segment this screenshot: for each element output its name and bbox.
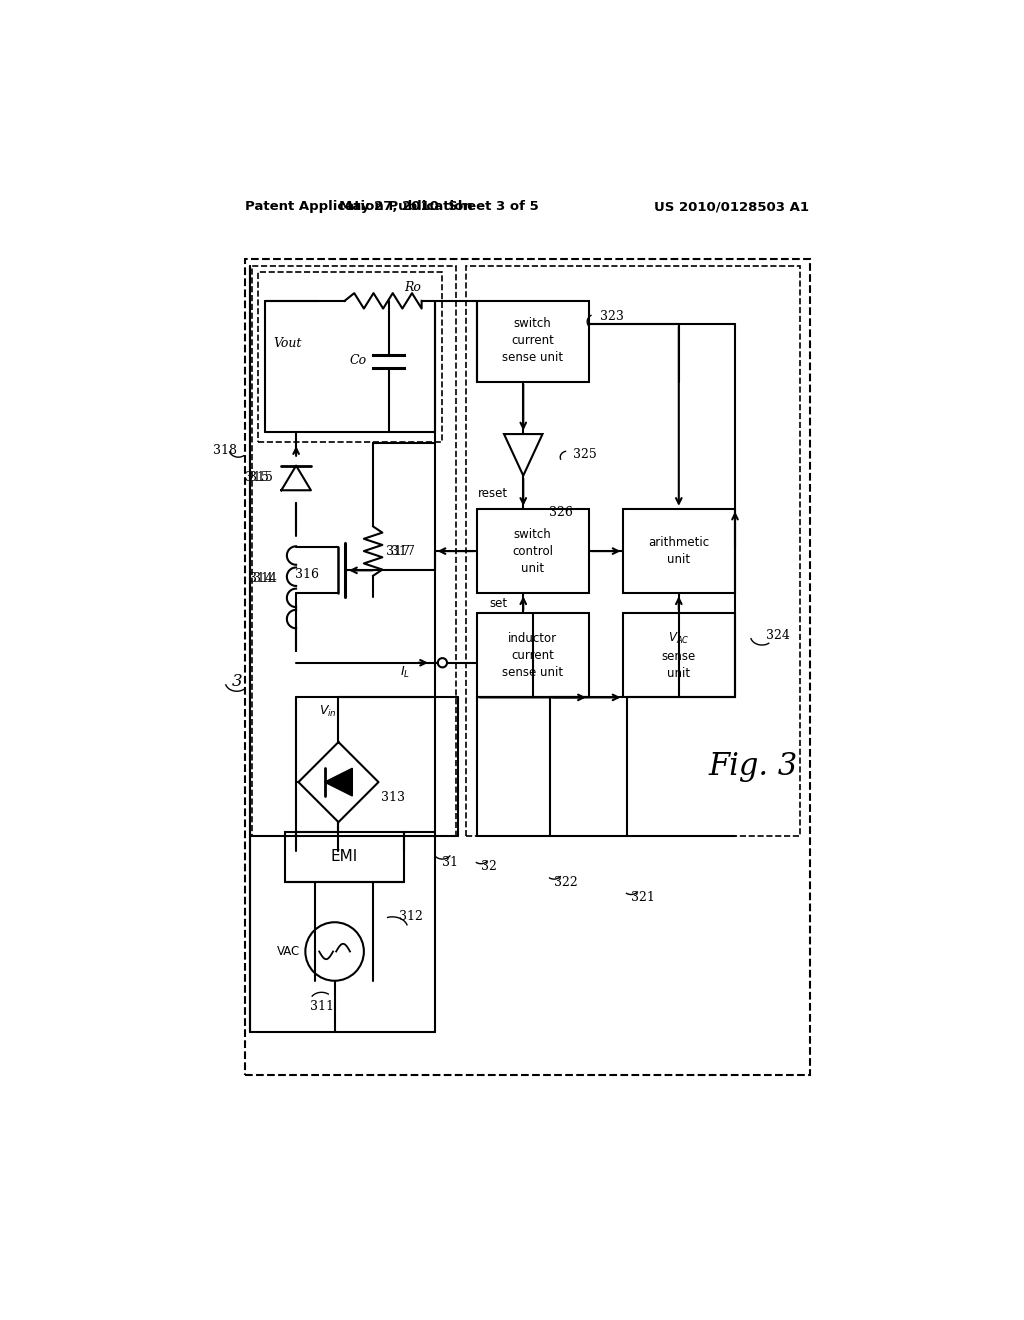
Text: 326: 326: [549, 506, 572, 519]
Bar: [258, 272, 442, 442]
Polygon shape: [325, 768, 352, 796]
Text: 313: 313: [381, 791, 404, 804]
Text: 317: 317: [386, 545, 410, 557]
Text: Co: Co: [349, 354, 367, 367]
Text: 314: 314: [249, 572, 273, 585]
Text: Vout: Vout: [273, 337, 301, 350]
Text: 31: 31: [442, 857, 459, 870]
Text: 324: 324: [766, 630, 790, 643]
Text: $\mathit{I_L}$: $\mathit{I_L}$: [400, 665, 410, 680]
Text: 314: 314: [253, 572, 276, 585]
Text: 321: 321: [631, 891, 655, 904]
Text: 322: 322: [554, 875, 578, 888]
Text: switch
current
sense unit: switch current sense unit: [502, 317, 563, 364]
Bar: [477, 301, 589, 381]
Text: VAC: VAC: [276, 945, 300, 958]
Text: $V_{AC}$
sense
unit: $V_{AC}$ sense unit: [662, 631, 696, 680]
Bar: [477, 508, 589, 594]
Text: switch
control
unit: switch control unit: [512, 528, 553, 574]
Text: 32: 32: [481, 861, 497, 874]
Text: 311: 311: [309, 1001, 334, 1014]
Bar: [285, 832, 403, 882]
Text: Fig. 3: Fig. 3: [708, 751, 798, 783]
Text: 315: 315: [246, 471, 269, 484]
Text: Ro: Ro: [403, 281, 421, 294]
Text: Patent Application Publication: Patent Application Publication: [245, 201, 472, 214]
Text: 323: 323: [600, 310, 625, 323]
Bar: [624, 612, 735, 697]
Text: 325: 325: [573, 449, 597, 462]
Text: inductor
current
sense unit: inductor current sense unit: [502, 631, 563, 678]
Text: EMI: EMI: [330, 849, 357, 865]
Text: set: set: [489, 597, 508, 610]
Text: 312: 312: [398, 911, 422, 924]
Text: US 2010/0128503 A1: US 2010/0128503 A1: [654, 201, 809, 214]
Text: reset: reset: [478, 487, 508, 500]
Text: 3: 3: [231, 673, 242, 690]
Bar: [624, 508, 735, 594]
Text: 315: 315: [249, 471, 273, 484]
Text: 316: 316: [295, 568, 319, 581]
Text: arithmetic
unit: arithmetic unit: [648, 536, 710, 566]
Text: $V_{in}$: $V_{in}$: [319, 704, 337, 719]
Bar: [252, 267, 457, 836]
Bar: [466, 267, 801, 836]
Bar: [477, 612, 589, 697]
Text: 317: 317: [391, 545, 415, 557]
Text: May 27, 2010  Sheet 3 of 5: May 27, 2010 Sheet 3 of 5: [339, 201, 539, 214]
Text: 318: 318: [213, 445, 237, 458]
Bar: [245, 259, 810, 1074]
